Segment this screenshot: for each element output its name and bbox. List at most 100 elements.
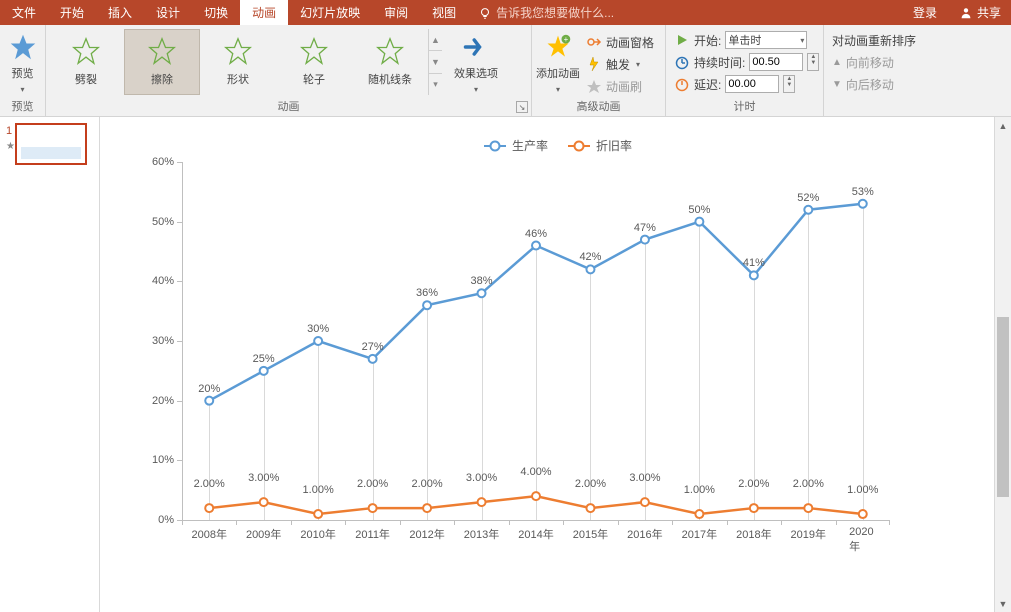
data-label: 36% xyxy=(416,287,438,299)
preview-label: 预览 xyxy=(12,65,34,81)
animation-painter-button[interactable]: 动画刷 xyxy=(582,75,658,97)
start-select[interactable]: 单击时▾ xyxy=(725,31,807,49)
gallery-item-label: 形状 xyxy=(227,71,249,87)
animation-gallery-item[interactable]: 轮子 xyxy=(276,29,352,95)
pane-icon xyxy=(586,34,602,50)
data-label: 1.00% xyxy=(684,484,715,496)
play-icon xyxy=(674,32,690,48)
animation-group-label: 动画 xyxy=(46,98,531,114)
chart-plot: 0%10%20%30%40%50%60%2008年2009年2010年2011年… xyxy=(140,162,890,542)
menu-tab-0[interactable]: 文件 xyxy=(0,0,48,25)
preview-star-icon xyxy=(9,33,37,61)
data-label: 50% xyxy=(688,204,710,216)
gallery-item-label: 轮子 xyxy=(303,71,325,87)
bulb-icon xyxy=(478,6,492,20)
gallery-scroll: ▲ ▼ ▾ xyxy=(428,29,442,95)
animation-gallery-item[interactable]: 擦除 xyxy=(124,29,200,95)
animation-gallery-item[interactable]: 形状 xyxy=(200,29,276,95)
data-label: 3.00% xyxy=(466,472,497,484)
data-label: 4.00% xyxy=(520,466,551,478)
slide-thumbnail[interactable] xyxy=(15,123,87,165)
data-label: 2.00% xyxy=(738,478,769,490)
data-label: 2.00% xyxy=(357,478,388,490)
data-label: 2.00% xyxy=(411,478,442,490)
star-icon xyxy=(224,37,252,65)
slide-number: 1 xyxy=(6,125,12,137)
menubar: 文件开始插入设计切换动画幻灯片放映审阅视图告诉我您想要做什么... 登录共享 xyxy=(0,0,1011,25)
scroll-up-button[interactable]: ▲ xyxy=(995,117,1011,134)
delay-label: 延迟: xyxy=(694,76,721,93)
menu-tab-7[interactable]: 审阅 xyxy=(372,0,420,25)
gallery-item-label: 劈裂 xyxy=(75,71,97,87)
delay-row: 延迟: ▲▼ xyxy=(670,73,799,95)
share-button[interactable]: 共享 xyxy=(949,0,1011,25)
svg-text:+: + xyxy=(564,35,569,44)
reorder-title: 对动画重新排序 xyxy=(828,29,920,51)
animation-indicator-icon: ★ xyxy=(6,141,15,152)
slide-canvas: 生产率 折旧率 0%10%20%30%40%50%60%2008年2009年201… xyxy=(100,117,1011,612)
data-label: 41% xyxy=(743,257,765,269)
vertical-scrollbar[interactable]: ▲ ▼ xyxy=(994,117,1011,612)
scrollbar-thumb[interactable] xyxy=(997,317,1009,497)
move-earlier-button[interactable]: ▲向前移动 xyxy=(828,51,898,73)
start-label: 开始: xyxy=(694,32,721,49)
effect-options-icon xyxy=(462,33,490,61)
add-animation-button[interactable]: + 添加动画 ▾ xyxy=(534,29,582,98)
delay-input[interactable] xyxy=(725,75,779,93)
add-animation-label: 添加动画 xyxy=(536,65,580,81)
trigger-button[interactable]: 触发 ▾ xyxy=(582,53,658,75)
timing-group-label: 计时 xyxy=(666,98,823,114)
duration-input[interactable] xyxy=(749,53,803,71)
delay-down[interactable]: ▼ xyxy=(784,82,794,88)
menu-tab-1[interactable]: 开始 xyxy=(48,0,96,25)
login-button[interactable]: 登录 xyxy=(901,0,949,25)
legend-label: 生产率 xyxy=(512,137,548,154)
move-later-label: 向后移动 xyxy=(846,76,894,93)
data-label: 2.00% xyxy=(793,478,824,490)
animation-gallery-item[interactable]: 劈裂 xyxy=(48,29,124,95)
gallery-item-label: 擦除 xyxy=(151,71,173,87)
legend-label: 折旧率 xyxy=(596,137,632,154)
ribbon-group-reorder: 对动画重新排序 ▲向前移动 ▼向后移动 xyxy=(824,25,1011,116)
ribbon-group-preview: 预览 ▾ 预览 xyxy=(0,25,46,116)
gallery-more-button[interactable]: ▾ xyxy=(429,74,442,95)
move-later-button[interactable]: ▼向后移动 xyxy=(828,73,898,95)
animation-group-launcher[interactable]: ↘ xyxy=(516,101,528,113)
data-label: 1.00% xyxy=(847,484,878,496)
menu-tab-4[interactable]: 切换 xyxy=(192,0,240,25)
preview-group-label: 预览 xyxy=(0,98,45,114)
gallery-down-button[interactable]: ▼ xyxy=(429,51,442,73)
duration-row: 持续时间: ▲▼ xyxy=(670,51,823,73)
animation-pane-button[interactable]: 动画窗格 xyxy=(582,31,658,53)
gallery-up-button[interactable]: ▲ xyxy=(429,29,442,51)
menu-tab-8[interactable]: 视图 xyxy=(420,0,468,25)
ribbon-group-animation: 劈裂 擦除 形状 轮子 随机线条 ▲ ▼ ▾ 效果选项 ▾ 动画 ↘ xyxy=(46,25,532,116)
menu-tab-6[interactable]: 幻灯片放映 xyxy=(288,0,372,25)
gallery-item-label: 随机线条 xyxy=(368,71,412,87)
animation-painter-label: 动画刷 xyxy=(606,78,642,95)
legend-swatch xyxy=(484,145,506,147)
delay-icon xyxy=(674,76,690,92)
animation-gallery-item[interactable]: 随机线条 xyxy=(352,29,428,95)
preview-button[interactable]: 预览 ▾ xyxy=(4,29,41,98)
duration-label: 持续时间: xyxy=(694,54,745,71)
effect-options-button[interactable]: 效果选项 ▾ xyxy=(448,29,504,98)
data-label: 3.00% xyxy=(629,472,660,484)
legend-item: 折旧率 xyxy=(568,137,632,154)
data-label: 2.00% xyxy=(194,478,225,490)
data-label: 1.00% xyxy=(303,484,334,496)
animation-gallery: 劈裂 擦除 形状 轮子 随机线条 xyxy=(48,29,428,95)
tell-me-search[interactable]: 告诉我您想要做什么... xyxy=(468,0,624,25)
move-earlier-label: 向前移动 xyxy=(846,54,894,71)
menu-tab-5[interactable]: 动画 xyxy=(240,0,288,25)
menu-tab-3[interactable]: 设计 xyxy=(144,0,192,25)
scroll-down-button[interactable]: ▼ xyxy=(995,595,1011,612)
data-label: 25% xyxy=(253,353,275,365)
data-label: 38% xyxy=(471,275,493,287)
trigger-label: 触发 xyxy=(606,56,630,73)
menu-tab-2[interactable]: 插入 xyxy=(96,0,144,25)
duration-down[interactable]: ▼ xyxy=(808,60,818,66)
chart-legend: 生产率 折旧率 xyxy=(130,137,986,154)
data-label: 47% xyxy=(634,222,656,234)
workspace: 1 ★ 生产率 折旧率 0%10%20%30%40%50%60%2008年2009… xyxy=(0,117,1011,612)
